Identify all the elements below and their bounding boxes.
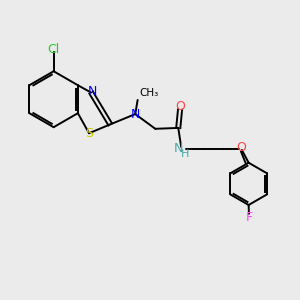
Text: O: O xyxy=(236,141,246,154)
Text: F: F xyxy=(246,211,253,224)
Text: N: N xyxy=(130,108,140,121)
Text: S: S xyxy=(85,127,93,140)
Text: O: O xyxy=(175,100,185,113)
Text: N: N xyxy=(88,85,97,98)
Text: H: H xyxy=(181,149,189,159)
Text: CH₃: CH₃ xyxy=(139,88,158,98)
Text: N: N xyxy=(174,142,183,155)
Text: Cl: Cl xyxy=(47,43,60,56)
